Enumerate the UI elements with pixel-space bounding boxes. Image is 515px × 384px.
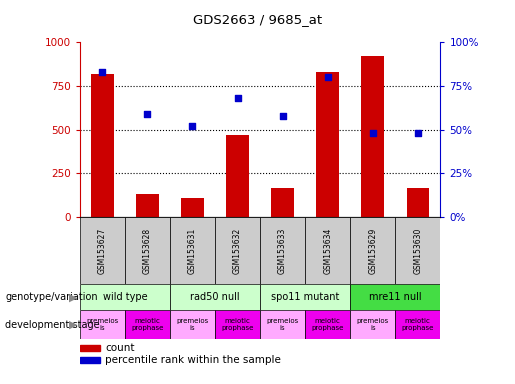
Point (414, 130, 422, 136)
Text: meiotic
prophase: meiotic prophase (312, 318, 344, 331)
Bar (260, 310, 305, 339)
Bar (396, 217, 440, 284)
Text: GSM153628: GSM153628 (143, 227, 152, 274)
Point (143, 111, 151, 117)
Text: mre11 null: mre11 null (369, 292, 422, 302)
Text: percentile rank within the sample: percentile rank within the sample (105, 355, 281, 365)
Bar (170, 284, 260, 310)
Bar (125, 217, 170, 284)
Text: meiotic
prophase: meiotic prophase (131, 318, 164, 331)
Bar (226, 135, 249, 217)
Bar (260, 217, 305, 284)
Bar (260, 284, 350, 310)
Text: GSM153634: GSM153634 (323, 227, 332, 274)
Point (233, 95, 242, 101)
Text: GSM153633: GSM153633 (278, 227, 287, 274)
Point (279, 113, 287, 119)
Bar (91, 74, 114, 217)
Point (188, 123, 197, 129)
Text: premeios
is: premeios is (356, 318, 389, 331)
Text: development stage: development stage (5, 319, 100, 330)
Text: GSM153632: GSM153632 (233, 227, 242, 274)
Point (98, 69, 107, 75)
Text: wild type: wild type (102, 292, 147, 302)
Text: GSM153630: GSM153630 (414, 227, 422, 274)
Bar (125, 310, 170, 339)
Text: count: count (105, 343, 134, 354)
Text: premeios
is: premeios is (86, 318, 118, 331)
Bar (80, 284, 170, 310)
Text: meiotic
prophase: meiotic prophase (402, 318, 434, 331)
Bar (396, 310, 440, 339)
Text: spo11 mutant: spo11 mutant (271, 292, 339, 302)
Text: ▶: ▶ (68, 319, 77, 330)
Text: GSM153627: GSM153627 (98, 227, 107, 274)
Bar (136, 194, 159, 217)
Bar (350, 217, 396, 284)
Bar (350, 284, 440, 310)
Bar (80, 217, 125, 284)
Bar (181, 198, 204, 217)
Bar (406, 188, 429, 217)
Text: premeios
is: premeios is (176, 318, 209, 331)
Bar (80, 357, 100, 363)
Text: genotype/variation: genotype/variation (5, 292, 98, 302)
Text: meiotic
prophase: meiotic prophase (221, 318, 254, 331)
Point (369, 130, 377, 136)
Text: rad50 null: rad50 null (190, 292, 240, 302)
Bar (170, 310, 215, 339)
Bar (80, 310, 125, 339)
Bar (316, 72, 339, 217)
Bar (215, 310, 260, 339)
Bar (305, 310, 350, 339)
Text: GSM153629: GSM153629 (368, 227, 377, 274)
Bar (350, 310, 396, 339)
Point (323, 74, 332, 80)
Bar (170, 217, 215, 284)
Text: premeios
is: premeios is (266, 318, 299, 331)
Text: GSM153631: GSM153631 (188, 227, 197, 274)
Bar (215, 217, 260, 284)
Text: GDS2663 / 9685_at: GDS2663 / 9685_at (193, 13, 322, 26)
Bar (271, 188, 294, 217)
Bar (362, 56, 384, 217)
Bar (305, 217, 350, 284)
Bar (80, 345, 100, 351)
Text: ▶: ▶ (68, 292, 77, 302)
